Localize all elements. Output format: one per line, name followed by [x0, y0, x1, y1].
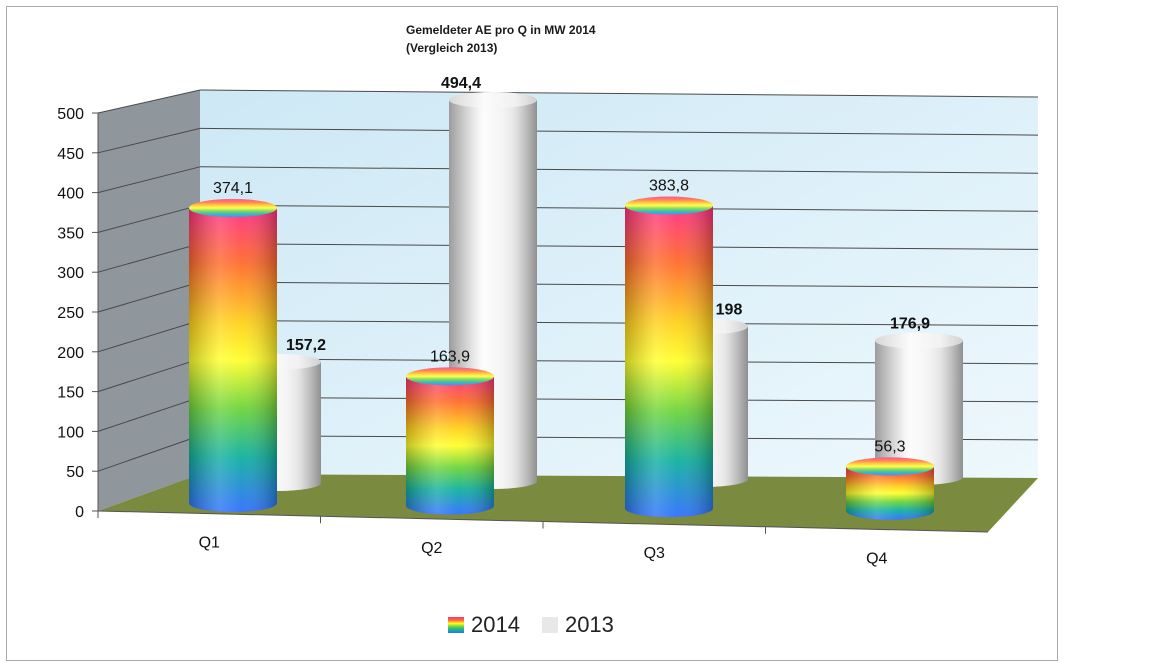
data-label-2014-Q2: 163,9	[430, 348, 470, 365]
bar-2013-Q4	[875, 332, 963, 485]
gridline	[199, 166, 1039, 174]
gridline	[199, 204, 1039, 212]
bar-2014-Q4-top-highlight	[846, 457, 934, 476]
data-label-2013-Q1: 157,2	[286, 337, 326, 354]
side-wall	[98, 90, 200, 511]
bar-2013-Q2-top	[449, 92, 537, 108]
bar-2014-Q4	[846, 457, 934, 520]
gridline-side	[97, 281, 201, 313]
gridline-side	[97, 435, 201, 472]
gridline-side	[97, 89, 201, 114]
y-tick-label: 500	[57, 106, 84, 123]
bar-2013-Q4-top-highlight	[875, 332, 963, 349]
gridline-side	[97, 127, 201, 154]
bar-2014-Q4-shade	[846, 466, 934, 520]
legend-swatch-2013	[541, 617, 558, 633]
x-tick-label: Q4	[866, 550, 887, 567]
y-tick-label: 250	[57, 305, 84, 322]
gridline	[199, 89, 1039, 98]
legend-swatch-2014	[448, 617, 464, 633]
data-label-2014-Q1: 374,1	[213, 180, 253, 197]
gridline-side	[97, 358, 201, 393]
y-tick-label: 50	[66, 464, 84, 481]
bar-2014-Q2	[406, 367, 494, 515]
gridline-side	[97, 204, 201, 233]
y-tick-label: 200	[57, 345, 84, 362]
data-label-2013-Q3: 198	[716, 301, 743, 318]
y-tick-label: 100	[57, 424, 84, 441]
data-label-2013-Q4: 176,9	[890, 316, 930, 333]
y-tick-label: 350	[57, 225, 84, 242]
data-label-2014-Q4: 56,3	[874, 438, 905, 455]
gridline-side	[97, 319, 201, 353]
bar-2014-Q1-top	[189, 199, 277, 217]
x-tick-label: Q3	[644, 545, 665, 562]
legend-label-2014: 2014	[471, 612, 520, 637]
floor	[98, 474, 1038, 532]
bar-2013-Q4-top	[875, 332, 963, 349]
y-tick-label: 150	[57, 385, 84, 402]
bar-2014-Q1-shade	[189, 208, 277, 512]
y-tick-label: 300	[57, 265, 84, 282]
bar-2014-Q3	[625, 196, 713, 518]
gridline	[199, 127, 1039, 136]
gridline-side	[97, 166, 201, 194]
bar-2013-Q4-shade	[875, 340, 963, 485]
gridline	[199, 319, 1039, 327]
gridline-side	[97, 243, 201, 273]
data-label-2013-Q2: 494,4	[441, 75, 481, 92]
bar-2014-Q1	[189, 199, 277, 512]
chart-title: Gemeldeter AE pro Q in MW 2014	[406, 23, 596, 37]
legend-item-2013: 2013	[541, 612, 614, 638]
bar-2014-Q3-shade	[625, 205, 713, 518]
data-label-2014-Q3: 383,8	[649, 178, 689, 195]
x-tick-label: Q2	[421, 540, 442, 557]
bar-2014-Q2-top-highlight	[406, 367, 494, 386]
chart-subtitle: (Vergleich 2013)	[406, 41, 498, 55]
gridline-side	[97, 396, 201, 432]
bar-2014-Q2-shade	[406, 376, 494, 515]
bar-2014-Q3-top	[625, 196, 713, 215]
legend-label-2013: 2013	[564, 612, 614, 637]
bar-2013-Q2-top-highlight	[449, 92, 537, 108]
legend-item-2014: 2014	[448, 612, 520, 638]
y-tick-label: 0	[75, 504, 84, 521]
y-tick-label: 400	[57, 186, 84, 203]
bar-2014-Q4-top	[846, 457, 934, 476]
bar-2014-Q3-top-highlight	[625, 196, 713, 215]
gridline	[199, 243, 1039, 250]
x-tick-label: Q1	[199, 535, 220, 552]
bar-2014-Q2-top	[406, 367, 494, 386]
legend: 2014 2013	[448, 612, 636, 638]
y-tick-label: 450	[57, 146, 84, 163]
bar-2014-Q1-top-highlight	[189, 199, 277, 217]
gridline	[199, 281, 1039, 288]
